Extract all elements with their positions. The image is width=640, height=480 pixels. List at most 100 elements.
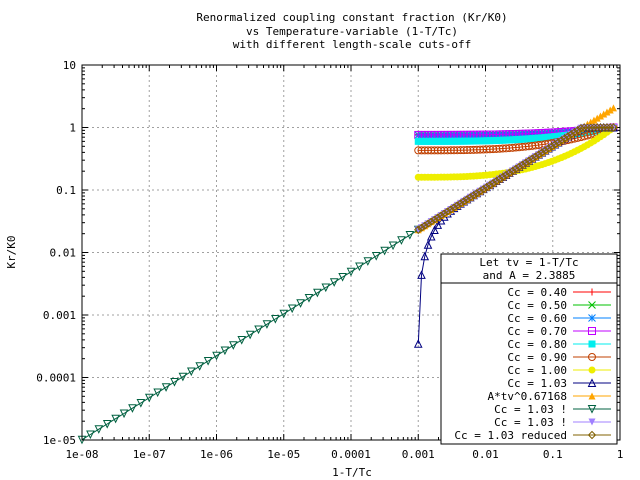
data-point (537, 148, 547, 157)
data-point (446, 205, 455, 214)
data-point (153, 388, 162, 398)
data-point (405, 231, 415, 240)
data-point (262, 320, 272, 329)
y-tick-label: 1 (69, 122, 76, 135)
legend-entry-label: Cc = 0.50 (507, 299, 567, 312)
plot-border (81, 64, 621, 441)
data-point (229, 341, 238, 350)
data-point (443, 207, 452, 216)
data-point (550, 140, 560, 149)
data-point (371, 252, 381, 261)
data-point (587, 430, 597, 440)
data-point (600, 110, 608, 118)
legend-entry-label: Cc = 1.03 ! (494, 416, 567, 429)
data-point (588, 392, 596, 400)
data-point (557, 136, 566, 145)
data-point (603, 108, 611, 116)
data-point (423, 240, 433, 249)
chart-title: Renormalized coupling constant fraction … (196, 11, 507, 51)
data-point (220, 346, 230, 356)
data-point (136, 398, 146, 408)
data-point (599, 123, 608, 132)
data-point (531, 152, 540, 161)
data-point (449, 203, 459, 212)
data-point (587, 118, 595, 126)
data-point (501, 170, 511, 180)
y-tick-label: 1e-05 (43, 434, 76, 447)
data-point (433, 220, 443, 229)
data-point (524, 156, 534, 165)
x-tick-label: 0.001 (402, 448, 435, 461)
data-point (279, 309, 289, 319)
data-point (495, 174, 504, 184)
legend-box (440, 253, 618, 445)
data-point (566, 130, 576, 139)
y-tick-label: 0.0001 (36, 372, 76, 385)
data-point (573, 126, 582, 135)
data-point (102, 419, 112, 429)
data-point (144, 393, 154, 403)
data-point (363, 257, 373, 266)
data-series (77, 104, 618, 445)
data-point (420, 221, 429, 230)
data-point (563, 132, 573, 141)
data-point (588, 353, 596, 361)
x-tick-label: 1e-07 (133, 448, 166, 461)
x-tick-label: 0.01 (472, 448, 499, 461)
data-point (459, 197, 469, 206)
data-point (606, 123, 615, 132)
x-tick-label: 1e-06 (200, 448, 233, 461)
data-point (456, 199, 465, 208)
data-point (589, 123, 599, 132)
data-point (388, 241, 398, 251)
data-point (583, 123, 592, 132)
data-point (518, 160, 527, 170)
x-tick-label: 0.1 (543, 448, 563, 461)
data-point (547, 142, 556, 151)
data-point (417, 223, 426, 232)
axis-ticks: 1e-08 1e-07 1e-06 1e-05 0.0001 0.001 0.01 0.1 1 1… (36, 59, 623, 461)
data-point (397, 236, 406, 245)
data-point (466, 193, 475, 202)
data-point (596, 112, 604, 120)
data-point (588, 288, 596, 296)
data-point (606, 106, 614, 114)
data-point (413, 339, 423, 348)
data-point (203, 356, 213, 366)
legend-entry-label: Cc = 1.03 (507, 377, 567, 390)
data-point (488, 178, 498, 188)
x-tick-label: 1e-05 (267, 448, 300, 461)
x-tick-label: 1 (617, 448, 624, 461)
data-point (329, 278, 339, 287)
data-point (588, 327, 596, 335)
legend-entry-label: Cc = 1.00 (507, 364, 567, 377)
data-point (540, 146, 550, 155)
x-axis-label: 1-T/Tc (332, 466, 372, 479)
data-point (609, 123, 618, 132)
data-point (593, 114, 601, 122)
data-point (271, 315, 280, 324)
data-point (560, 134, 569, 143)
legend-entry-label: A*tv^0.67168 (488, 390, 567, 403)
data-point (475, 187, 485, 196)
data-point (237, 336, 247, 345)
data-point (321, 283, 331, 293)
data-point (313, 288, 322, 298)
data-point (186, 367, 196, 377)
data-point (433, 213, 442, 222)
x-tick-label: 0.0001 (331, 448, 371, 461)
data-point (304, 294, 314, 303)
data-point (588, 366, 596, 374)
data-point (527, 154, 537, 163)
data-point (420, 251, 430, 261)
legend-entry-label: Cc = 0.90 (507, 351, 567, 364)
data-point (576, 124, 586, 133)
data-point (482, 182, 491, 192)
y-tick-label: 10 (63, 59, 76, 72)
data-point (498, 172, 508, 182)
data-point (588, 301, 596, 309)
data-point (111, 414, 120, 424)
legend-header-line: Let tv = 1-T/Tc (479, 256, 578, 269)
